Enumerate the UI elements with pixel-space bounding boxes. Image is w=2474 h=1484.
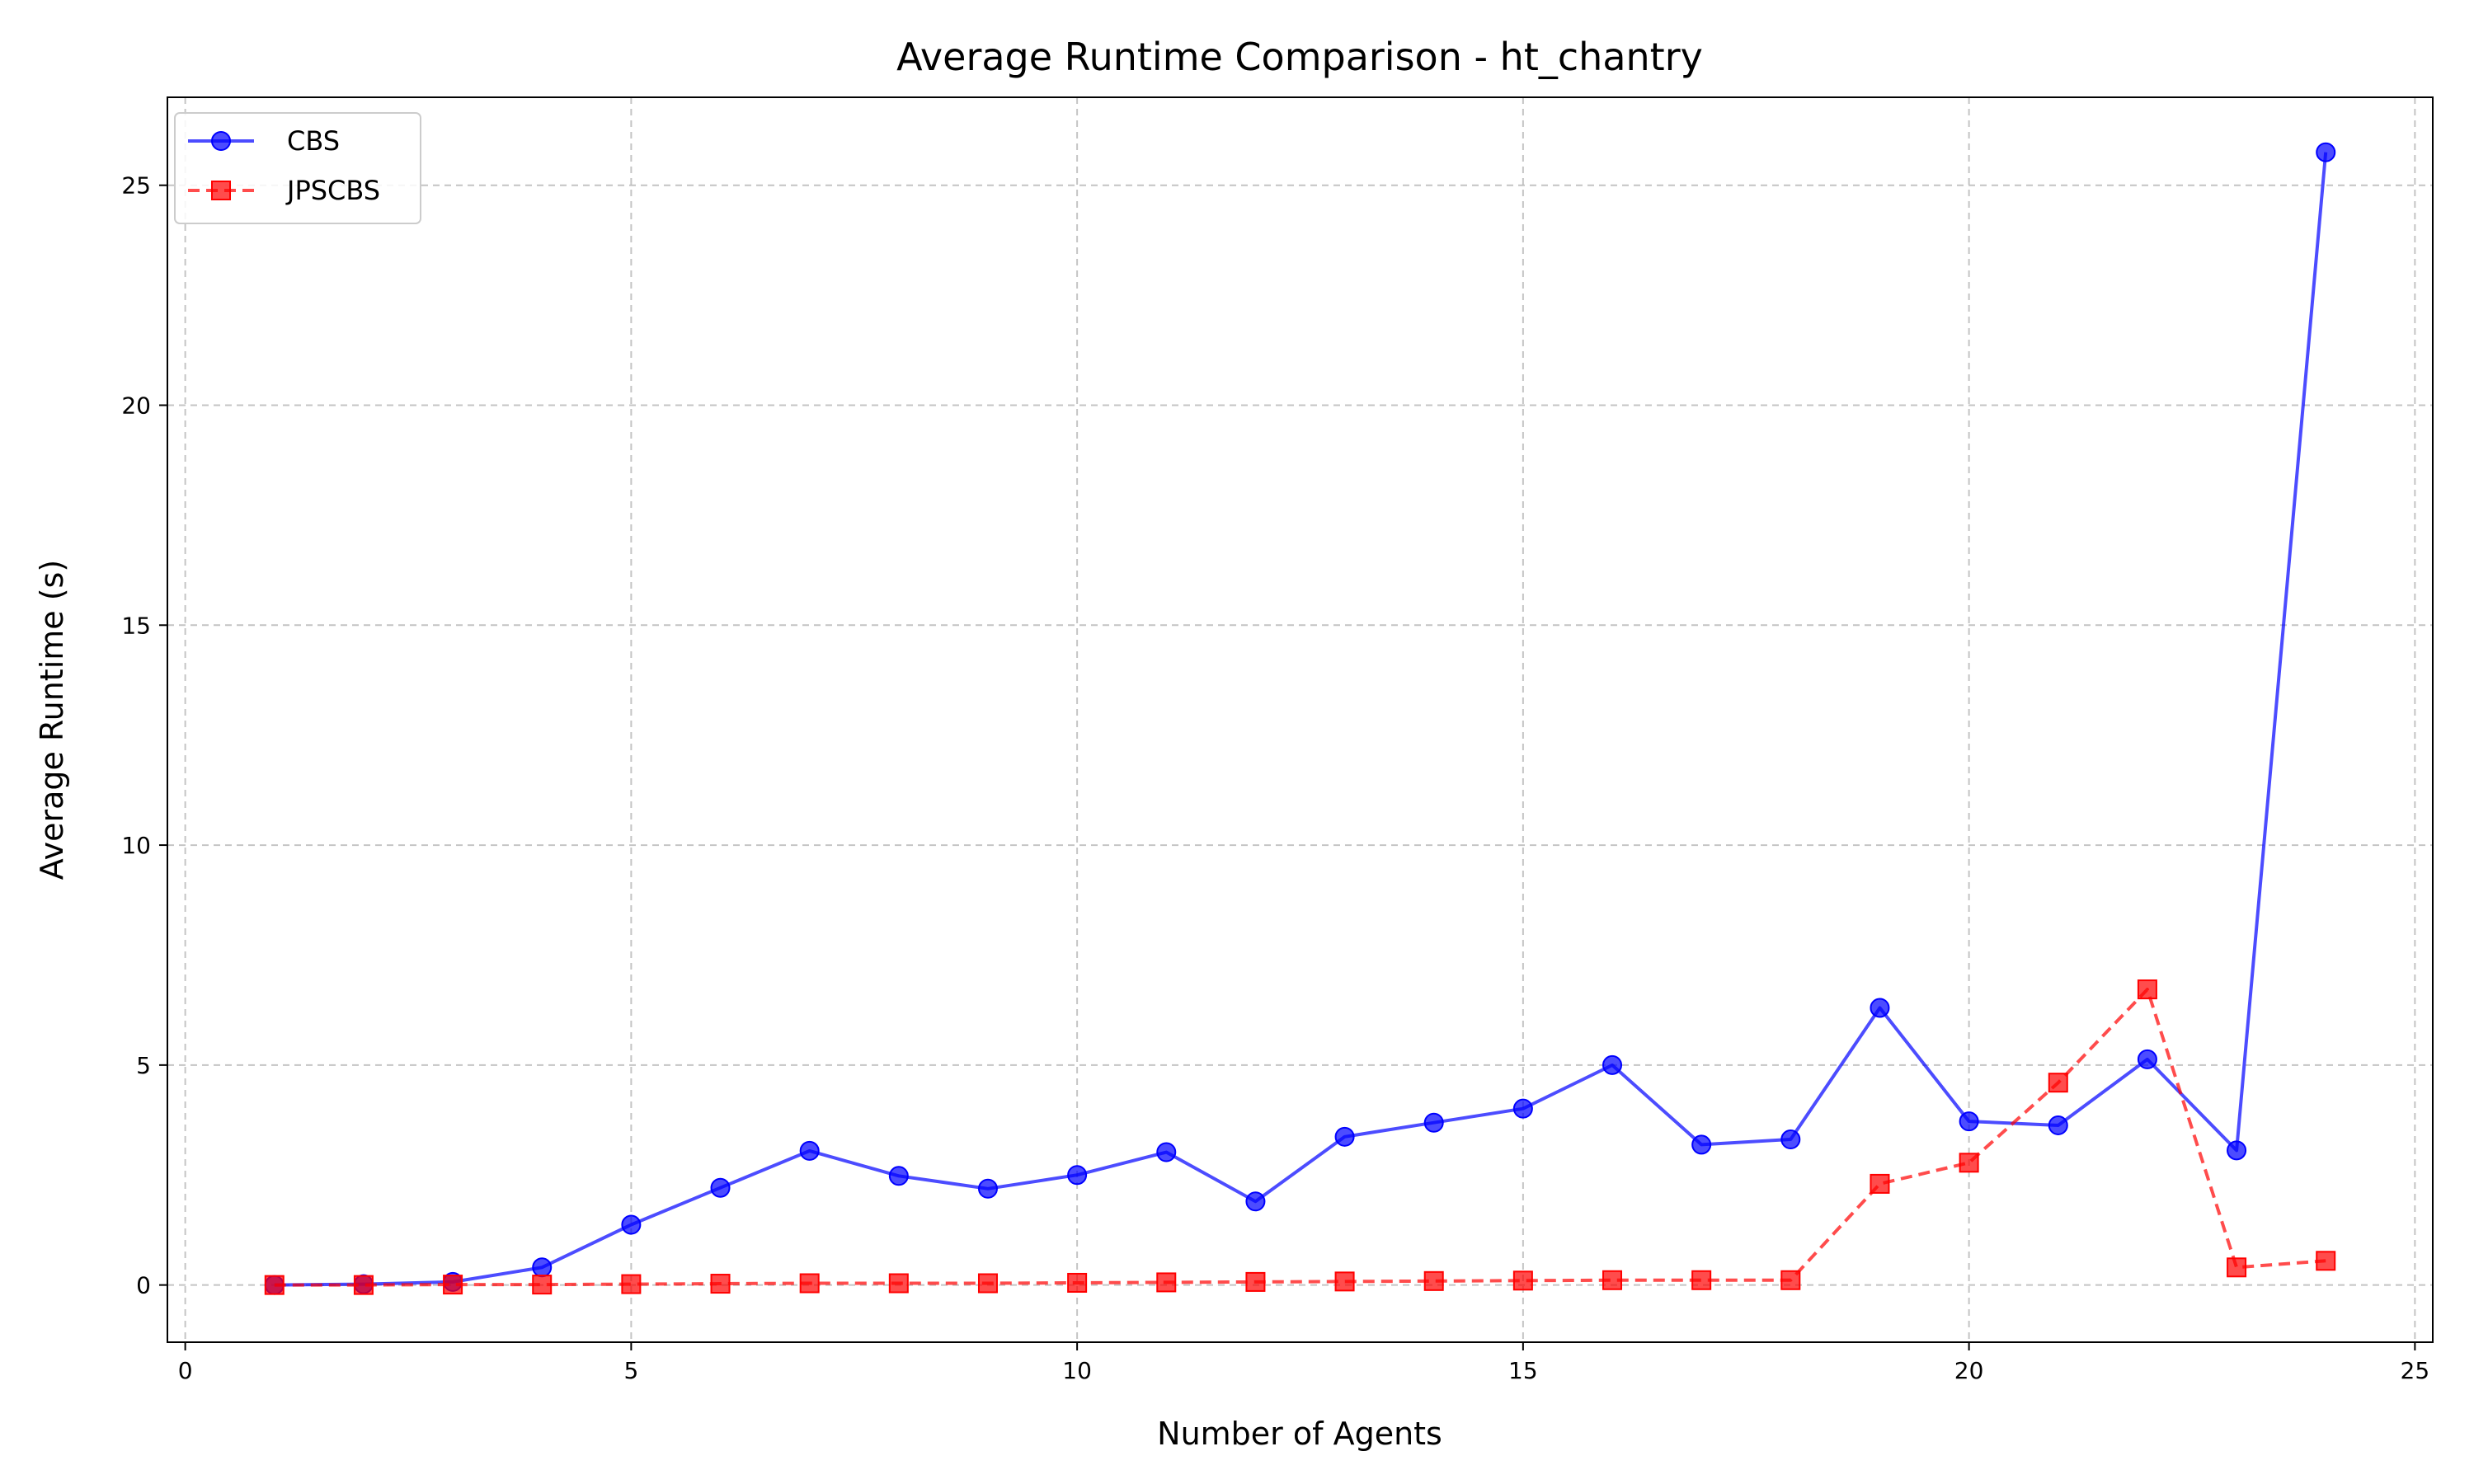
data-point xyxy=(710,1177,731,1198)
y-tick-label: 20 xyxy=(121,392,151,419)
legend-marker xyxy=(211,181,231,200)
data-point xyxy=(1245,1191,1266,1212)
data-point xyxy=(2048,1115,2068,1135)
x-tick-label: 10 xyxy=(1062,1357,1092,1384)
y-tick-label: 25 xyxy=(121,172,151,200)
y-axis-title: Average Runtime (s) xyxy=(34,560,70,880)
data-point xyxy=(1780,1129,1801,1150)
legend-item: JPSCBS xyxy=(188,175,380,206)
data-point xyxy=(2227,1140,2247,1161)
legend-marker xyxy=(211,131,231,151)
series-line-cbs xyxy=(274,152,2328,1287)
data-point xyxy=(1423,1270,1444,1291)
x-axis-title: Number of Agents xyxy=(1157,1416,1442,1452)
data-point xyxy=(1067,1165,1088,1186)
y-tick-label: 0 xyxy=(136,1272,151,1299)
data-point xyxy=(443,1275,463,1295)
data-point xyxy=(1959,1153,1979,1173)
y-tick-label: 5 xyxy=(136,1052,151,1079)
plot-frame xyxy=(167,96,2434,1343)
data-point xyxy=(977,1273,998,1294)
grid xyxy=(167,97,2433,1342)
chart-title: Average Runtime Comparison - ht_chantry xyxy=(896,35,1703,79)
legend-label: JPSCBS xyxy=(285,175,380,206)
series-line-jpscbs xyxy=(274,988,2326,1287)
data-point xyxy=(1156,1142,1177,1162)
data-point xyxy=(888,1166,909,1186)
data-point xyxy=(1780,1270,1801,1290)
data-point xyxy=(1870,998,1890,1018)
data-point xyxy=(1334,1271,1355,1292)
x-tick-label: 15 xyxy=(1508,1357,1538,1384)
data-point xyxy=(977,1178,998,1199)
data-point xyxy=(621,1214,642,1235)
data-point xyxy=(532,1275,553,1295)
legend-item: CBS xyxy=(188,125,340,157)
axis-ticks: 0 5 10 15 20 25 0 5 10 15 20 25 xyxy=(121,172,2429,1384)
data-point xyxy=(888,1273,909,1294)
data-point xyxy=(1602,1270,1623,1290)
data-point xyxy=(353,1275,374,1295)
data-point xyxy=(2316,142,2336,162)
legend-label: CBS xyxy=(287,125,340,157)
data-point xyxy=(1870,1173,1890,1194)
data-point xyxy=(1512,1270,1533,1291)
data-point xyxy=(1512,1098,1533,1119)
data-point xyxy=(621,1274,642,1294)
data-point xyxy=(2137,1049,2157,1069)
data-point xyxy=(264,1275,285,1295)
data-point xyxy=(2227,1257,2247,1278)
x-tick-label: 5 xyxy=(623,1357,638,1384)
y-tick-label: 10 xyxy=(121,832,151,859)
data-point xyxy=(1334,1126,1355,1147)
x-tick-label: 20 xyxy=(1954,1357,1984,1384)
x-tick-label: 25 xyxy=(2401,1357,2430,1384)
data-point xyxy=(1156,1272,1177,1293)
data-point xyxy=(799,1273,820,1294)
data-point xyxy=(1691,1270,1712,1290)
data-point xyxy=(1691,1134,1712,1155)
legend: CBS JPSCBS xyxy=(174,112,421,224)
data-point xyxy=(1423,1112,1444,1133)
data-point xyxy=(799,1140,820,1161)
data-point xyxy=(1602,1054,1623,1075)
data-point xyxy=(2048,1073,2068,1093)
plot-series xyxy=(264,142,2336,1295)
data-point xyxy=(532,1257,553,1278)
data-point xyxy=(710,1274,731,1294)
data-point xyxy=(1245,1271,1266,1292)
x-tick-label: 0 xyxy=(178,1357,193,1384)
data-point xyxy=(1067,1272,1088,1293)
y-tick-label: 15 xyxy=(121,612,151,639)
series-jpscbs xyxy=(264,979,2336,1295)
data-point xyxy=(2137,979,2157,1000)
data-point xyxy=(2316,1251,2336,1271)
data-point xyxy=(1959,1111,1979,1132)
